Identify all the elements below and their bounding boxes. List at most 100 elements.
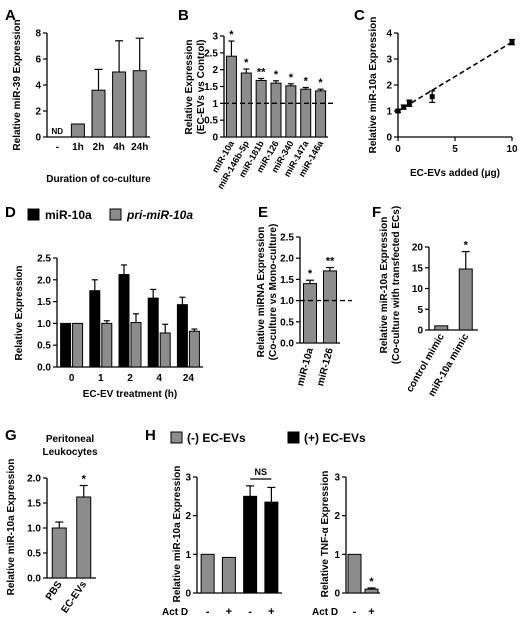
y-tick-label: 1.5 bbox=[204, 82, 218, 93]
y-tick-label: 4 bbox=[35, 81, 41, 92]
legend-swatch bbox=[287, 431, 300, 444]
y-tick-label: 1.5 bbox=[280, 275, 294, 286]
significance-mark: ** bbox=[326, 256, 335, 268]
x-tick-label: PBS bbox=[44, 579, 65, 602]
legend-label: (-) EC-EVs bbox=[187, 431, 246, 445]
x-tick-label: - bbox=[56, 142, 59, 153]
y-tick-label: 0 bbox=[417, 326, 423, 337]
significance-mark: * bbox=[274, 69, 279, 81]
legend-swatch bbox=[109, 208, 122, 221]
fit-line bbox=[397, 41, 513, 112]
bar bbox=[101, 322, 113, 368]
treatment-label: Act D bbox=[312, 607, 338, 618]
x-tick-label: 24h bbox=[131, 142, 148, 153]
y-tick-label: 3 bbox=[334, 473, 340, 484]
y-tick-label: 0.5 bbox=[280, 317, 294, 328]
y-tick-label: 0.5 bbox=[27, 549, 41, 560]
y-tick-label: 10 bbox=[412, 284, 424, 295]
significance-mark: * bbox=[464, 240, 469, 252]
bar bbox=[188, 330, 200, 368]
data-point bbox=[395, 108, 401, 114]
ns-annotation: NS bbox=[254, 467, 267, 477]
significance-mark: * bbox=[229, 29, 234, 41]
x-tick-label: 24 bbox=[183, 373, 195, 384]
y-tick-label: 2 bbox=[386, 81, 392, 92]
y-axis-label: Relative miR-39 Expression bbox=[12, 19, 23, 150]
y-tick-label: 1 bbox=[386, 107, 392, 118]
x-tick-label: + bbox=[268, 606, 274, 618]
bar bbox=[221, 556, 236, 594]
y-tick-label: 1 bbox=[185, 550, 191, 561]
y-tick-label: 2.5 bbox=[204, 48, 218, 59]
bar bbox=[91, 89, 106, 138]
y-axis-label: Relative miR-10a Expression bbox=[368, 17, 379, 154]
y-tick-label: 0.0 bbox=[280, 339, 294, 350]
bar bbox=[51, 527, 67, 579]
bar bbox=[303, 283, 317, 344]
x-tick-label: + bbox=[226, 606, 232, 618]
x-tick-label: miR-10a bbox=[295, 347, 316, 388]
y-tick-label: 0 bbox=[334, 589, 340, 600]
y-tick-label: 5 bbox=[417, 305, 423, 316]
y-tick-label: 15 bbox=[412, 263, 424, 274]
bar bbox=[147, 297, 159, 368]
y-tick-label: 2 bbox=[212, 65, 218, 76]
x-tick-label: 0 bbox=[395, 144, 401, 155]
bar bbox=[364, 588, 379, 594]
bar bbox=[270, 82, 282, 138]
bar bbox=[200, 553, 215, 594]
y-tick-label: 2.0 bbox=[37, 275, 51, 286]
x-tick-label: - bbox=[353, 606, 357, 618]
bar bbox=[434, 325, 449, 331]
x-tick-label: 5 bbox=[452, 144, 458, 155]
panel-title: Leukocytes bbox=[42, 447, 97, 458]
x-tick-label: - bbox=[206, 606, 210, 618]
panel-letter: H bbox=[145, 427, 156, 444]
x-tick-label: 1 bbox=[98, 373, 104, 384]
y-tick-label: 2 bbox=[334, 511, 340, 522]
legend-swatch bbox=[27, 208, 40, 221]
y-tick-label: 0 bbox=[35, 133, 41, 144]
treatment-label: Act D bbox=[162, 607, 188, 618]
legend-label: (+) EC-EVs bbox=[304, 431, 366, 445]
significance-mark: * bbox=[318, 77, 323, 89]
x-tick-label: - bbox=[248, 606, 252, 618]
y-tick-label: 3 bbox=[185, 473, 191, 484]
y-tick-label: 8 bbox=[35, 29, 41, 40]
y-tick-label: 3 bbox=[386, 55, 392, 66]
y-tick-label: 6 bbox=[35, 55, 41, 66]
x-axis-label: EC-EV treatment (h) bbox=[83, 389, 177, 400]
y-tick-label: 0 bbox=[212, 133, 218, 144]
panel-letter: B bbox=[178, 7, 189, 24]
x-tick-label: EC-EVs bbox=[59, 579, 89, 615]
bar bbox=[70, 123, 85, 138]
y-tick-label: 2.0 bbox=[280, 254, 294, 265]
bar bbox=[118, 274, 130, 368]
y-tick-label: 1.0 bbox=[280, 296, 294, 307]
bar bbox=[89, 290, 101, 368]
y-tick-label: 0 bbox=[185, 589, 191, 600]
bar bbox=[176, 304, 188, 368]
y-tick-label: 4 bbox=[386, 29, 392, 40]
data-point bbox=[406, 100, 412, 106]
panel-title: Peritoneal bbox=[46, 434, 95, 445]
panel-letter: F bbox=[372, 204, 381, 221]
y-tick-label: 2.5 bbox=[37, 254, 51, 265]
x-tick-label: 4h bbox=[113, 142, 125, 153]
bar bbox=[255, 79, 267, 138]
bar bbox=[323, 270, 337, 344]
y-tick-label: 2.5 bbox=[280, 233, 294, 244]
y-tick-label: 0.5 bbox=[204, 116, 218, 127]
bar bbox=[347, 553, 362, 594]
bar bbox=[300, 88, 312, 138]
significance-mark: * bbox=[244, 57, 249, 69]
legend-label: miR-10a bbox=[45, 208, 92, 222]
x-tick-label: 2 bbox=[127, 373, 133, 384]
y-axis-label: Relative miR-10a Expression bbox=[379, 217, 390, 354]
significance-mark: ** bbox=[257, 66, 266, 78]
y-axis-label: Relative miR-10a Expression bbox=[6, 459, 17, 596]
bar bbox=[458, 268, 473, 331]
bar bbox=[264, 501, 279, 594]
y-tick-label: 1.5 bbox=[27, 499, 41, 510]
